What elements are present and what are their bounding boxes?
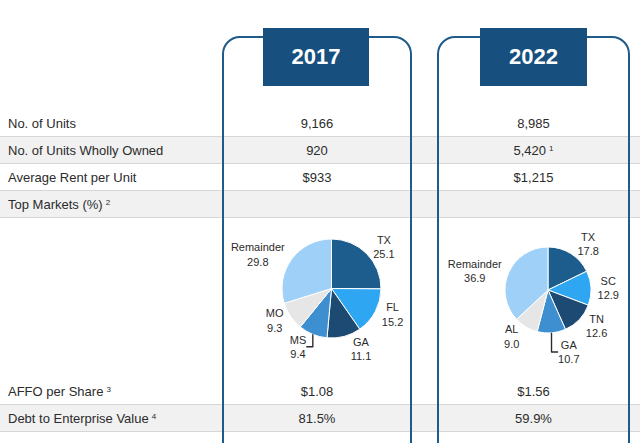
html-text:5,420: 5,420 [513,143,546,158]
html-text:$1,215: $1,215 [513,170,554,185]
html-text:Top Markets (%) 2: Top Markets (%) 2 [8,197,111,212]
html-text:No. of Units: No. of Units [8,116,76,131]
html-text:1: 1 [549,144,554,153]
html-text:59.9%: 59.9% [515,411,552,426]
html-text:No. of Units Wholly Owned: No. of Units Wholly Owned [8,143,164,158]
html-text:$1.08: $1.08 [300,384,334,399]
html-text:81.5%: 81.5% [298,411,336,426]
svg-text:SC12.9: SC12.9 [598,275,619,301]
svg-text:TN12.6: TN12.6 [586,313,607,339]
svg-text:GA10.7: GA10.7 [558,339,579,365]
html-text:AFFO per Share 3: AFFO per Share 3 [8,384,111,399]
svg-text:Remainder36.9: Remainder36.9 [448,258,502,284]
html-text:Average Rent per Unit: Average Rent per Unit [8,170,137,185]
html-text:8,985: 8,985 [517,116,550,131]
svg-text:TX25.1: TX25.1 [373,234,394,260]
svg-text:FL15.2: FL15.2 [382,301,403,327]
html-text:$1.56: $1.56 [517,384,550,399]
svg-text:GA11.1: GA11.1 [351,336,372,362]
html-text:9,166: 9,166 [300,116,334,131]
svg-text:MO9.3: MO9.3 [266,307,284,333]
svg-text:TX17.8: TX17.8 [577,231,598,257]
svg-text:Remainder29.8: Remainder29.8 [231,241,285,267]
html-text:2022: 2022 [509,44,558,69]
svg-text:AL9.0: AL9.0 [504,323,519,349]
html-text:920: 920 [306,143,328,158]
html-text:Debt to Enterprise Value 4: Debt to Enterprise Value 4 [8,411,157,426]
html-text:2017: 2017 [291,44,341,69]
html-text:$933: $933 [302,170,332,185]
svg-text:MS9.4: MS9.4 [290,334,307,360]
